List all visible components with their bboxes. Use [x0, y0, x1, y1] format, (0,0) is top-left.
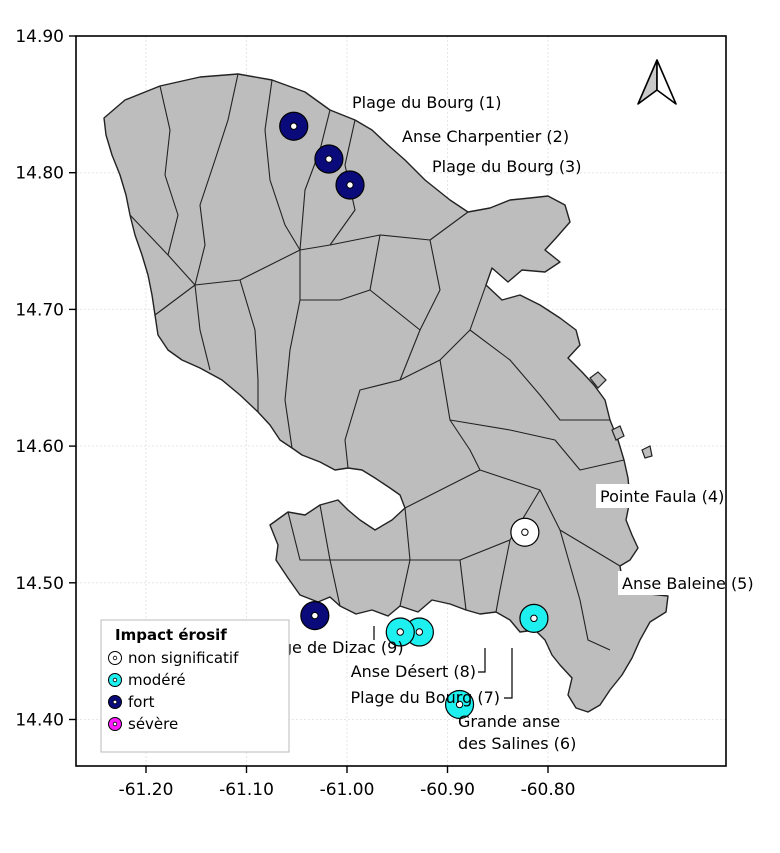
axis-ticks: -61.20 -61.10 -61.00 -60.90 -60.80 14.90 14.80… [15, 27, 575, 800]
legend-item: sévère [108, 715, 178, 733]
site-label: Anse Désert (8) [351, 662, 476, 681]
leader-anse-desert [478, 648, 486, 673]
x-tick-label: -61.20 [119, 780, 174, 800]
y-tick-label: 14.90 [15, 27, 64, 47]
site-label: Plage de Dizac (9) [258, 638, 404, 657]
y-tick-label: 14.70 [15, 300, 64, 320]
site-marker [279, 111, 309, 141]
island-north [103, 73, 669, 713]
legend-item: non significatif [108, 649, 239, 667]
site-label: Plage du Bourg (7) [351, 688, 500, 707]
site-label: Grande anse des Salines (6) [458, 712, 576, 753]
site-label: Pointe Faula (4) [600, 487, 724, 506]
north-arrow-icon [637, 59, 677, 105]
site-marker [519, 603, 549, 633]
islet-east-2 [611, 425, 625, 441]
islet-east-1 [589, 371, 607, 389]
legend-item-label: non significatif [128, 649, 239, 667]
site-marker [335, 170, 365, 200]
x-tick-label: -61.10 [219, 780, 274, 800]
legend-box [100, 619, 290, 753]
legend-item-label: modéré [128, 671, 186, 689]
legend: Impact érosif non significatif modéré fort… [100, 619, 290, 753]
site-label: Plage du Bourg (1) [352, 93, 501, 112]
site-marker [314, 144, 344, 174]
x-tick-label: -60.80 [521, 780, 576, 800]
x-tick-label: -60.90 [420, 780, 475, 800]
site-marker [300, 601, 330, 631]
site-label: Anse Charpentier (2) [402, 127, 569, 146]
x-tick-label: -61.00 [320, 780, 375, 800]
islet-east-3 [641, 445, 653, 459]
island-martinique [103, 73, 669, 713]
site-marker [385, 617, 415, 647]
y-tick-label: 14.40 [15, 711, 64, 731]
legend-item-label: fort [128, 693, 155, 711]
leader-bourg-7 [504, 648, 513, 699]
impact-sites [279, 111, 549, 720]
map-frame [75, 35, 727, 767]
callout-lines [373, 626, 513, 699]
legend-item-label: sévère [128, 715, 178, 733]
legend-title: Impact érosif [115, 626, 227, 644]
legend-item: fort [108, 693, 155, 711]
site-label: Anse Baleine (5) [622, 574, 754, 593]
site-marker [444, 689, 475, 720]
legend-item: modéré [108, 671, 186, 689]
y-tick-label: 14.50 [15, 574, 64, 594]
label-background [618, 571, 775, 595]
site-label: Plage du Bourg (3) [432, 157, 581, 176]
commune-boundaries [129, 73, 625, 651]
site-labels: Plage du Bourg (1) Anse Charpentier (2) Pl… [258, 93, 775, 753]
y-tick-label: 14.80 [15, 164, 64, 184]
site-marker [510, 517, 540, 547]
y-tick-label: 14.60 [15, 437, 64, 457]
